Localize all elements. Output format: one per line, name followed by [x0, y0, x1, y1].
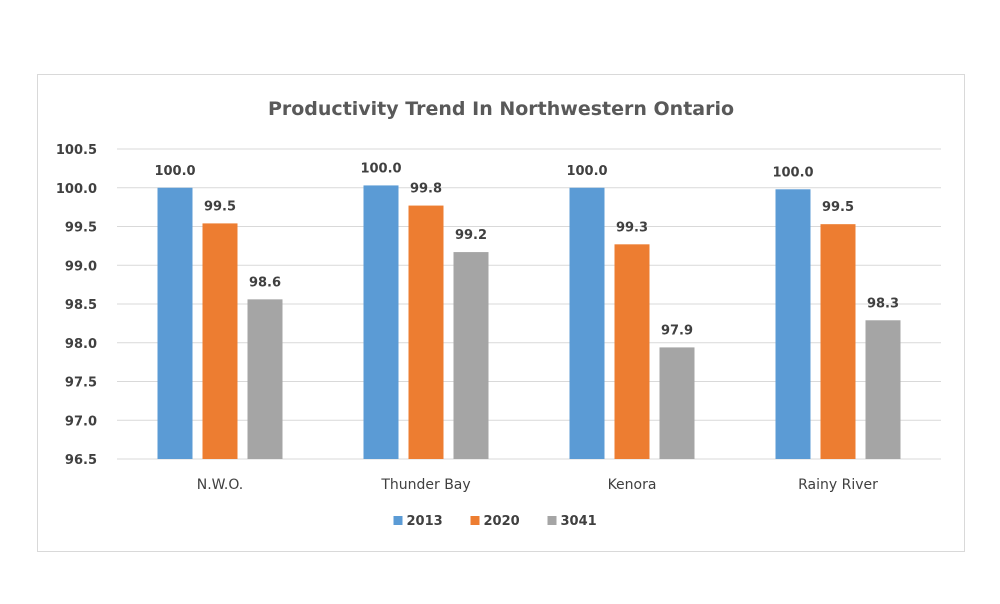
y-tick-label: 100.0	[56, 182, 97, 197]
y-tick-label: 100.5	[56, 143, 97, 158]
x-tick-label: Rainy River	[798, 477, 878, 493]
bar-2013-1	[363, 185, 399, 460]
legend-swatch-3041	[547, 516, 557, 525]
bar-2013-3	[775, 189, 811, 460]
bar-3041-0	[247, 299, 283, 459]
legend: 2013 2020 3041	[393, 514, 597, 529]
bar-2013-2	[569, 187, 605, 459]
legend-label: 2020	[484, 514, 520, 529]
data-label: 100.0	[154, 164, 195, 179]
data-label: 99.8	[410, 182, 442, 197]
chart-title: Productivity Trend In Northwestern Ontar…	[268, 98, 734, 120]
bars	[157, 185, 901, 460]
y-tick-label: 98.0	[65, 337, 97, 352]
data-label: 99.5	[204, 199, 236, 214]
data-label: 100.0	[772, 165, 813, 180]
bar-3041-3	[865, 320, 901, 459]
legend-swatch-2020	[470, 516, 480, 525]
bar-2020-1	[408, 205, 444, 459]
data-label: 100.0	[566, 164, 607, 179]
data-labels: 100.0 99.5 98.6 100.0 99.8 99.2 100.0 99.3 97.9 1…	[154, 161, 899, 338]
y-tick-label: 99.0	[65, 259, 97, 274]
data-label: 99.3	[616, 220, 648, 235]
legend-swatch-2013	[393, 516, 403, 525]
gridlines	[117, 148, 941, 460]
y-tick-label: 97.0	[65, 414, 97, 429]
legend-label: 2013	[407, 514, 443, 529]
data-label: 100.0	[360, 161, 401, 176]
bar-2020-2	[614, 244, 650, 459]
data-label: 98.3	[867, 296, 899, 311]
data-label: 98.6	[249, 275, 281, 290]
y-tick-label: 99.5	[65, 221, 97, 236]
bar-2020-0	[202, 223, 238, 459]
x-tick-label: Kenora	[608, 477, 657, 493]
bar-2020-3	[820, 224, 856, 459]
bar-3041-1	[453, 252, 489, 459]
y-tick-label: 96.5	[65, 453, 97, 468]
x-tick-label: N.W.O.	[197, 477, 244, 493]
chart-frame: Productivity Trend In Northwestern Ontar…	[37, 74, 965, 552]
legend-label: 3041	[561, 514, 597, 529]
x-tick-label: Thunder Bay	[380, 477, 470, 493]
x-axis: N.W.O. Thunder Bay Kenora Rainy River	[197, 477, 878, 493]
bar-chart: Productivity Trend In Northwestern Ontar…	[56, 98, 941, 529]
data-label: 99.5	[822, 200, 854, 215]
data-label: 97.9	[661, 323, 693, 338]
bar-3041-2	[659, 347, 695, 459]
y-tick-label: 97.5	[65, 376, 97, 391]
bar-2013-0	[157, 187, 193, 459]
y-axis: 100.5 100.0 99.5 99.0 98.5 98.0 97.5 97.0 96.5	[56, 143, 97, 468]
data-label: 99.2	[455, 228, 487, 243]
y-tick-label: 98.5	[65, 298, 97, 313]
